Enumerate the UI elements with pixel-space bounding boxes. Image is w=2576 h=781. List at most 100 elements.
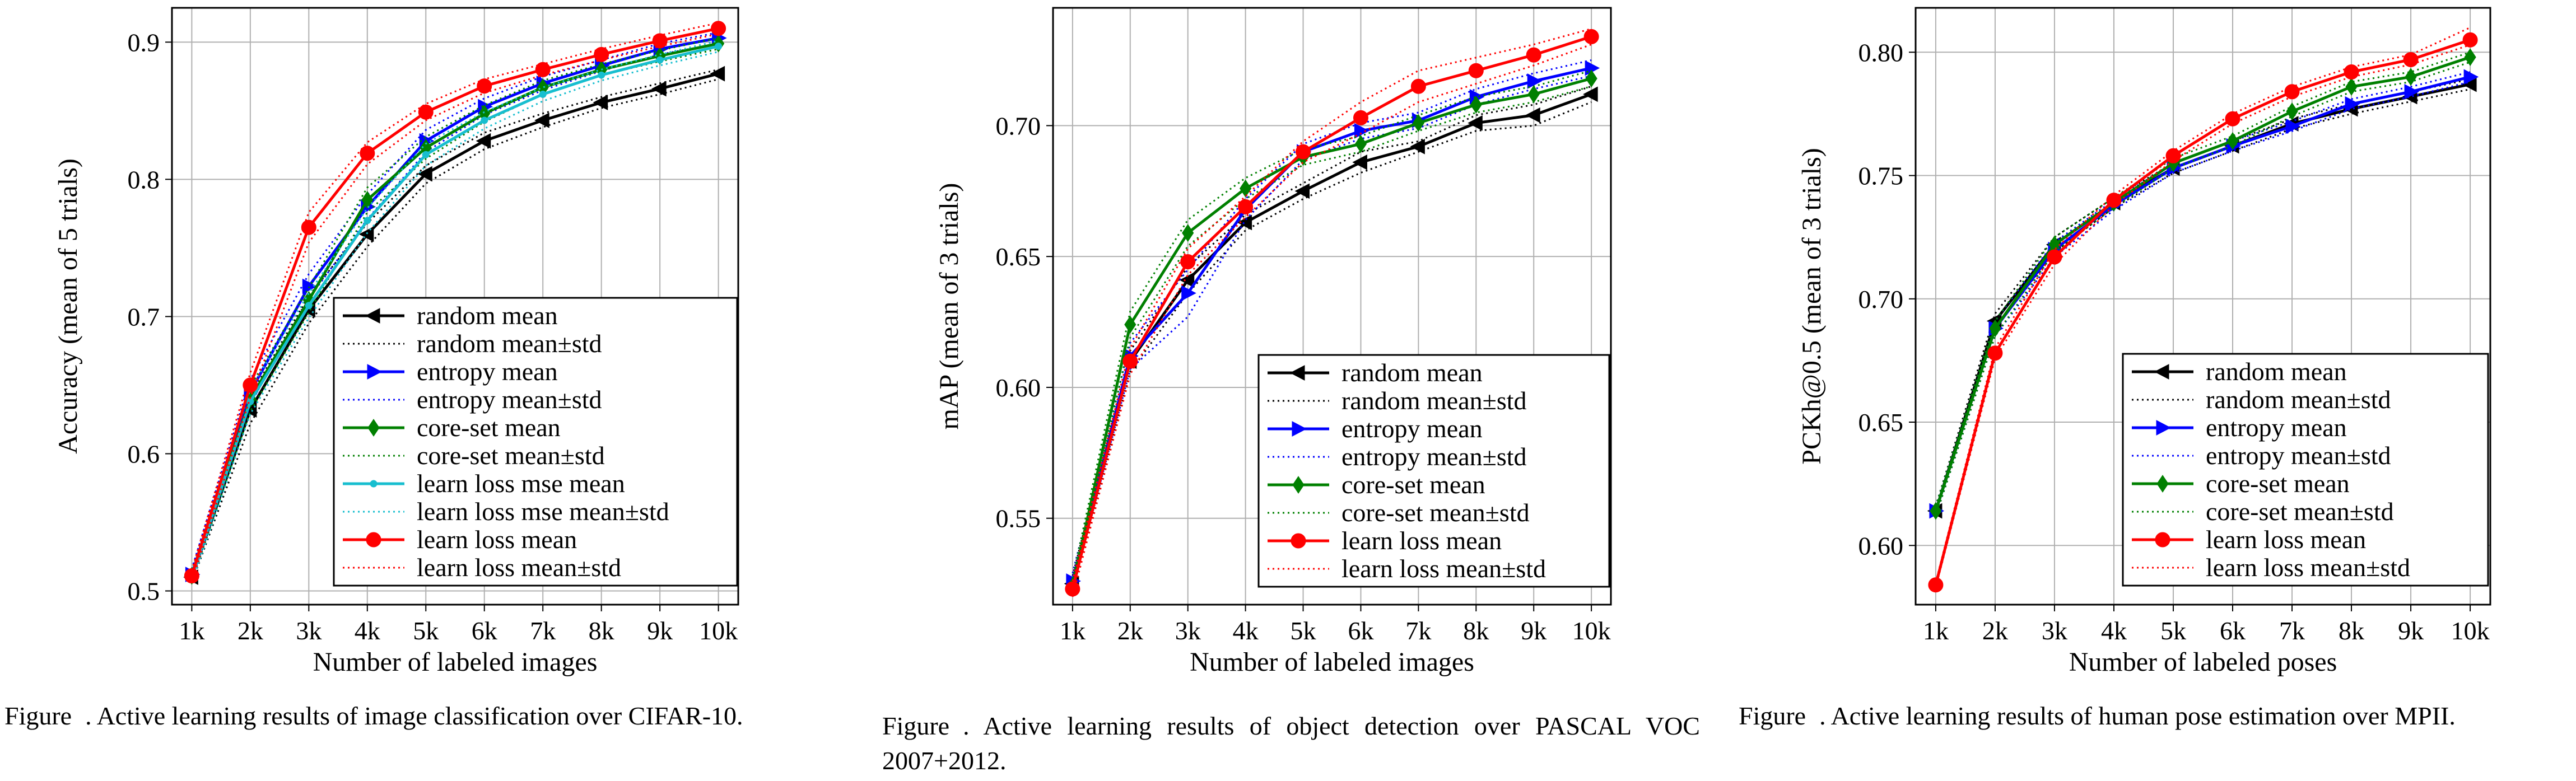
y-tick-label: 0.6: [128, 439, 160, 468]
series-upper-learn-loss-mse-mean: [190, 40, 719, 572]
legend-label: learn loss mse mean: [417, 469, 625, 498]
legend-label: random mean±std: [1341, 386, 1527, 415]
y-tick-label: 0.7: [128, 302, 160, 331]
x-tick-label: 6k: [1348, 616, 1373, 645]
data-point-learn-loss-mse-mean: [539, 90, 547, 98]
legend-label: core-set mean±std: [2206, 497, 2394, 526]
series-line-learn-loss-mean: [190, 27, 719, 577]
y-tick-label: 0.80: [1858, 38, 1904, 67]
legend-label: entropy mean±std: [1341, 442, 1527, 471]
series-lower-core-set-mean: [190, 48, 719, 582]
data-point-core-set-mean: [1585, 69, 1597, 88]
legend-label: core-set mean±std: [1341, 498, 1530, 527]
legend-label: random mean: [2206, 357, 2347, 386]
data-point-random-mean: [358, 226, 374, 242]
legend-marker-core-set-mean: [2156, 475, 2169, 493]
legend-label: entropy mean±std: [2206, 441, 2391, 470]
series-line-learn-loss-mse-mean: [190, 45, 719, 578]
series-line-core-set-mean: [1934, 55, 2471, 512]
y-tick-label: 0.5: [128, 577, 160, 605]
data-point-random-mean: [476, 133, 491, 149]
data-point-learn-loss-mse-mean: [656, 56, 664, 64]
y-tick-label: 0.9: [128, 28, 160, 57]
series-upper-random-mean: [190, 68, 719, 572]
series-learn-loss-mse-mean: [188, 40, 723, 583]
x-axis-label: Number of labeled images: [1190, 647, 1474, 677]
x-tick-label: 5k: [1291, 616, 1316, 645]
legend-label: random mean±std: [2206, 385, 2391, 414]
data-point-learn-loss-mean: [1987, 345, 2003, 361]
series-lower-learn-loss-mean: [1072, 44, 1592, 597]
data-point-random-mean: [1525, 107, 1540, 123]
legend-label: core-set mean: [1341, 470, 1485, 499]
data-point-random-mean: [1410, 138, 1425, 155]
series-line-learn-loss-mean: [1071, 35, 1592, 590]
x-tick-label: 9k: [647, 616, 673, 645]
legend-box: [333, 297, 738, 587]
y-tick-label: 0.55: [996, 504, 1041, 533]
legend-label: core-set mean: [417, 413, 561, 442]
y-tick-label: 0.70: [996, 111, 1041, 140]
data-point-entropy-mean: [2463, 69, 2479, 85]
data-point-entropy-mean: [2285, 118, 2301, 134]
plot-frame: [1052, 7, 1612, 606]
legend-label: learn loss mean±std: [417, 553, 621, 582]
y-axis-label: PCKh@0.5 (mean of 3 trials): [1797, 148, 1827, 464]
data-point-random-mean: [534, 113, 549, 128]
data-point-core-set-mean: [1527, 85, 1540, 104]
legend-label: core-set mean: [2206, 469, 2350, 498]
data-point-core-set-mean: [1470, 96, 1482, 114]
data-point-core-set-mean: [1240, 179, 1252, 198]
data-point-random-mean: [1294, 183, 1310, 199]
legend-label: learn loss mean: [417, 525, 577, 554]
data-point-learn-loss-mean: [360, 146, 375, 161]
legend-label: learn loss mse mean±std: [417, 497, 669, 526]
legend-marker-learn-loss-mse-mean: [370, 480, 378, 488]
data-point-learn-loss-mean: [1410, 78, 1426, 94]
series-upper-learn-loss-mean: [190, 22, 719, 571]
series-upper-learn-loss-mean: [1072, 27, 1592, 582]
chart-detection: 1k 2k 3k 4k 5k 6k 7k 8k 9k 10k 0.55 0.60 0.65 0.70 Num…: [934, 7, 1612, 677]
series-line-core-set-mean: [1071, 77, 1592, 587]
x-axis-label: Number of labeled poses: [2069, 647, 2337, 677]
series-learn-loss-mean: [1065, 27, 1599, 597]
legend-label: entropy mean: [1341, 414, 1483, 443]
series-lower-learn-loss-mean: [1935, 44, 2471, 588]
x-tick-label: 3k: [296, 616, 322, 645]
series-line-learn-loss-mean: [1934, 38, 2471, 586]
x-axis-label: Number of labeled images: [313, 647, 598, 677]
legend-marker-entropy-mean: [367, 364, 383, 380]
legend-label: random mean: [1341, 358, 1483, 387]
caption-text: . Active learning results of object dete…: [882, 712, 1700, 775]
data-point-learn-loss-mse-mean: [598, 71, 605, 79]
plot-frame: [171, 7, 739, 606]
legend-marker-core-set-mean: [1292, 476, 1305, 494]
legend-label: entropy mean: [2206, 413, 2347, 442]
y-axis-label: mAP (mean of 3 trials): [934, 183, 964, 430]
series-upper-core-set-mean: [190, 37, 719, 571]
x-tick-label: 2k: [1117, 616, 1143, 645]
caption-text: . Active learning results of human pose …: [1819, 702, 2456, 730]
data-point-learn-loss-mean: [1583, 29, 1599, 44]
y-axis-label: Accuracy (mean of 5 trials): [53, 158, 83, 454]
series-upper-entropy-mean: [190, 31, 719, 569]
caption-detection: Figure. Active learning results of objec…: [882, 709, 1700, 778]
legend-marker-random-mean: [365, 308, 380, 324]
caption-classification: Figure . Active learning results of image…: [4, 699, 839, 733]
data-point-core-set-mean: [2464, 48, 2476, 67]
x-tick-label: 9k: [2398, 616, 2424, 645]
x-tick-label: 4k: [355, 616, 380, 645]
data-point-random-mean: [651, 81, 667, 97]
data-point-learn-loss-mean: [1928, 577, 1944, 593]
caption-pose: Figure . Active learning results of human…: [1739, 699, 2568, 733]
legend-marker-random-mean: [1289, 365, 1305, 381]
x-tick-label: 6k: [2220, 616, 2246, 645]
legend-marker-random-mean: [2154, 364, 2169, 380]
series-line-core-set-mean: [190, 42, 719, 577]
data-point-learn-loss-mean: [1468, 63, 1484, 78]
legend-marker-learn-loss-mean: [366, 532, 381, 548]
data-point-learn-loss-mean: [1353, 110, 1368, 125]
